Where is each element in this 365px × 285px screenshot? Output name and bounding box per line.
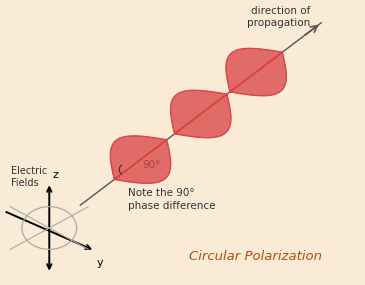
Polygon shape xyxy=(114,140,171,183)
Polygon shape xyxy=(230,52,286,96)
Polygon shape xyxy=(230,52,283,92)
Text: y: y xyxy=(97,258,103,268)
Text: Circular Polarization: Circular Polarization xyxy=(189,250,322,263)
Polygon shape xyxy=(230,52,283,92)
Polygon shape xyxy=(170,90,227,134)
Polygon shape xyxy=(110,136,167,180)
Text: 90°: 90° xyxy=(142,160,161,170)
Polygon shape xyxy=(174,94,231,138)
Polygon shape xyxy=(226,48,283,92)
Polygon shape xyxy=(174,94,227,134)
Text: Electric
Fields: Electric Fields xyxy=(11,166,47,188)
Polygon shape xyxy=(114,140,167,180)
Text: z: z xyxy=(53,170,59,180)
Polygon shape xyxy=(114,140,167,180)
Polygon shape xyxy=(174,94,227,134)
Text: direction of
propagation: direction of propagation xyxy=(247,6,310,28)
Text: Note the 90°
phase difference: Note the 90° phase difference xyxy=(128,188,215,211)
